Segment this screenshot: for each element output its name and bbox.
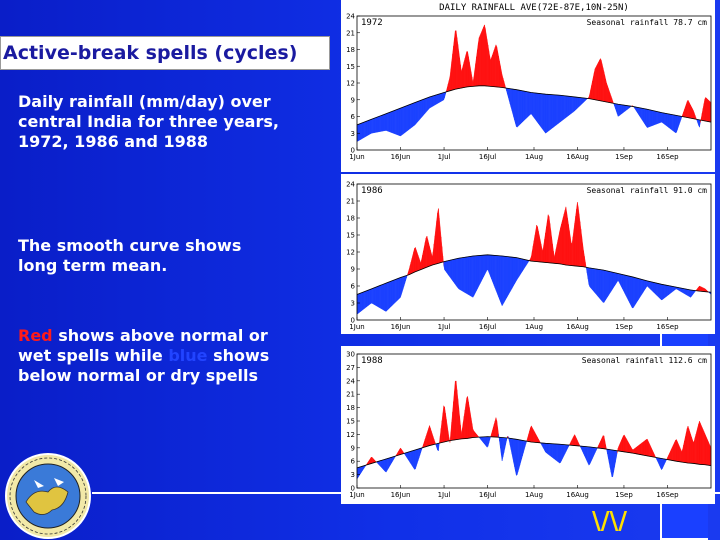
x-tick-label: 16Sep	[656, 153, 679, 161]
x-tick-label: 1Jun	[349, 323, 364, 331]
x-tick-label: 1Jul	[438, 153, 451, 161]
x-tick-label: 1Sep	[615, 153, 633, 161]
x-tick-label: 16Sep	[656, 491, 679, 499]
x-tick-label: 16Aug	[566, 323, 589, 331]
legend-text-mid: shows above normal or wet spells while	[18, 326, 268, 365]
y-tick-label: 15	[346, 418, 355, 426]
x-tick-label: 1Aug	[525, 491, 543, 499]
dry-spell-area	[438, 442, 440, 451]
y-tick-label: 12	[346, 80, 355, 88]
y-tick-label: 9	[351, 266, 355, 274]
corner-mark: \/\/	[592, 506, 628, 535]
y-tick-label: 21	[346, 391, 355, 399]
seasonal-rainfall-label: Seasonal rainfall 112.6 cm	[582, 356, 707, 365]
y-tick-label: 0	[351, 317, 355, 325]
x-tick-label: 16Aug	[566, 491, 589, 499]
year-label: 1986	[361, 186, 383, 196]
x-tick-label: 1Jun	[349, 153, 364, 161]
y-tick-label: 0	[351, 485, 355, 493]
rainfall-panel-1988: 0 3 6 9 12 15 18 21 24 27 30 1Jun 16Jun 1Jul 16Jul 1Aug…	[341, 346, 715, 504]
description-rainfall: Daily rainfall (mm/day) over central Ind…	[18, 92, 279, 151]
x-tick-label: 1Aug	[525, 153, 543, 161]
mean-curve-line	[356, 254, 712, 295]
x-tick-label: 1Sep	[615, 323, 633, 331]
y-tick-label: 21	[346, 198, 355, 206]
y-tick-label: 15	[346, 232, 355, 240]
legend-text-end: shows below normal or dry spells	[18, 346, 270, 385]
x-tick-label: 1Jun	[349, 491, 364, 499]
description-color-legend: Red shows above normal or wet spells whi…	[18, 326, 280, 386]
y-tick-label: 18	[346, 46, 355, 54]
x-tick-label: 16Jul	[479, 491, 496, 499]
x-tick-label: 1Aug	[525, 323, 543, 331]
y-tick-label: 21	[346, 29, 355, 37]
wet-spell-area	[585, 261, 587, 268]
seasonal-rainfall-label: Seasonal rainfall 91.0 cm	[587, 186, 708, 195]
x-tick-label: 16Jun	[391, 153, 411, 161]
y-tick-label: 15	[346, 63, 355, 71]
x-tick-label: 16Jun	[391, 491, 411, 499]
rainfall-chart-1988: 0 3 6 9 12 15 18 21 24 27 30 1Jun 16Jun 1Jul 16Jul 1Aug…	[346, 351, 712, 499]
y-tick-label: 18	[346, 215, 355, 223]
x-tick-label: 1Sep	[615, 491, 633, 499]
year-label: 1988	[361, 356, 383, 366]
rainfall-panel-1986: 0 3 6 9 12 15 18 21 24 1Jun 16Jun 1Jul 16Jul 1Aug 16Au…	[341, 174, 715, 334]
y-tick-label: 3	[351, 300, 355, 308]
y-tick-label: 9	[351, 96, 355, 104]
y-tick-label: 24	[346, 377, 355, 385]
rainfall-chart-1986: 0 3 6 9 12 15 18 21 24 1Jun 16Jun 1Jul 16Jul 1Aug 16Au…	[346, 181, 712, 331]
x-tick-label: 16Aug	[566, 153, 589, 161]
wet-spell-area	[504, 84, 506, 89]
chart-title: DAILY RAINFALL AVE(72E-87E,10N-25N)	[439, 3, 629, 13]
rainfall-chart-1972: DAILY RAINFALL AVE(72E-87E,10N-25N) 0 3 6 9 1…	[346, 3, 712, 161]
red-word: Red	[18, 326, 53, 345]
x-tick-label: 1Jul	[438, 491, 451, 499]
description-mean-curve: The smooth curve shows long term mean.	[18, 236, 242, 275]
x-tick-label: 1Jul	[438, 323, 451, 331]
plot-frame	[356, 353, 712, 489]
y-tick-label: 3	[351, 130, 355, 138]
mean-curve-line	[356, 436, 712, 469]
y-tick-label: 6	[351, 458, 356, 466]
rainfall-panel-1972: DAILY RAINFALL AVE(72E-87E,10N-25N) 0 3 6 9 1…	[341, 0, 715, 172]
y-tick-label: 18	[346, 404, 355, 412]
x-tick-label: 16Sep	[656, 323, 679, 331]
x-tick-label: 16Jul	[479, 153, 496, 161]
y-tick-label: 12	[346, 249, 355, 257]
year-label: 1972	[361, 18, 383, 28]
y-tick-label: 12	[346, 431, 355, 439]
y-tick-label: 3	[351, 471, 355, 479]
y-tick-label: 6	[351, 113, 356, 121]
y-tick-label: 27	[346, 364, 355, 372]
x-tick-label: 16Jun	[391, 323, 411, 331]
blue-word: blue	[168, 346, 208, 365]
y-tick-label: 30	[346, 351, 355, 359]
seasonal-rainfall-label: Seasonal rainfall 78.7 cm	[587, 18, 708, 27]
y-tick-label: 24	[346, 181, 355, 189]
y-tick-label: 0	[351, 147, 355, 155]
y-tick-label: 9	[351, 444, 355, 452]
x-tick-label: 16Jul	[479, 323, 496, 331]
y-tick-label: 24	[346, 13, 355, 21]
institute-logo-icon	[5, 453, 91, 539]
dry-spell-area	[489, 436, 491, 441]
y-tick-label: 6	[351, 283, 356, 291]
slide-title: Active-break spells (cycles)	[0, 36, 330, 70]
mean-curve-line	[356, 85, 712, 126]
plot-frame	[356, 15, 712, 151]
